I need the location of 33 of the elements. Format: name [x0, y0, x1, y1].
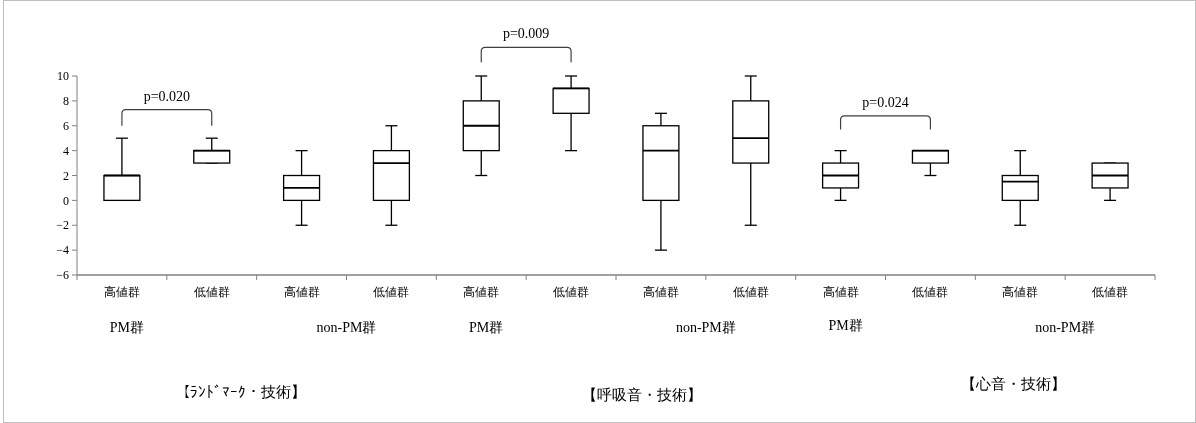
- text: non-PM群: [1035, 320, 1096, 335]
- text: non-PM群: [675, 320, 736, 335]
- x-tick-label: 低値群: [912, 285, 949, 299]
- text: PM群: [469, 320, 504, 335]
- x-tick-label: 高値群: [103, 285, 140, 299]
- text: 【心音・技術】: [960, 376, 1066, 392]
- x-tick-label: 低値群: [732, 285, 769, 299]
- y-tick-label: −6: [56, 268, 69, 283]
- text: 【呼吸音・技術】: [582, 387, 702, 403]
- x-tick-label: 低値群: [1092, 285, 1129, 299]
- x-tick-label: 低値群: [373, 285, 410, 299]
- text: 【ﾗﾝﾄﾞﾏｰｸ・技術】: [174, 384, 306, 400]
- x-tick-label: 高値群: [1002, 285, 1039, 299]
- annotation: p=0.020: [143, 88, 191, 104]
- y-tick-label: −4: [56, 243, 69, 258]
- x-tick-label: 高値群: [283, 285, 320, 299]
- y-tick-label: 2: [63, 168, 69, 183]
- text: PM群: [109, 320, 144, 335]
- y-tick-label: 6: [63, 118, 69, 133]
- text: PM群: [828, 318, 863, 333]
- text: p=0.009: [502, 26, 550, 42]
- x-tick-label: 高値群: [822, 285, 859, 299]
- annotation: p=0.024: [862, 94, 909, 110]
- y-tick-label: 4: [63, 143, 69, 158]
- y-tick-label: 8: [63, 94, 69, 109]
- y-tick-label: −2: [56, 218, 69, 233]
- text: non-PM群: [316, 320, 377, 335]
- x-tick-label: 高値群: [463, 285, 500, 299]
- x-tick-label: 低値群: [553, 285, 590, 299]
- y-tick-label: 10: [57, 69, 69, 84]
- x-tick-label: 高値群: [642, 285, 679, 299]
- x-tick-label: 低値群: [193, 285, 230, 299]
- y-tick-label: 0: [63, 193, 69, 208]
